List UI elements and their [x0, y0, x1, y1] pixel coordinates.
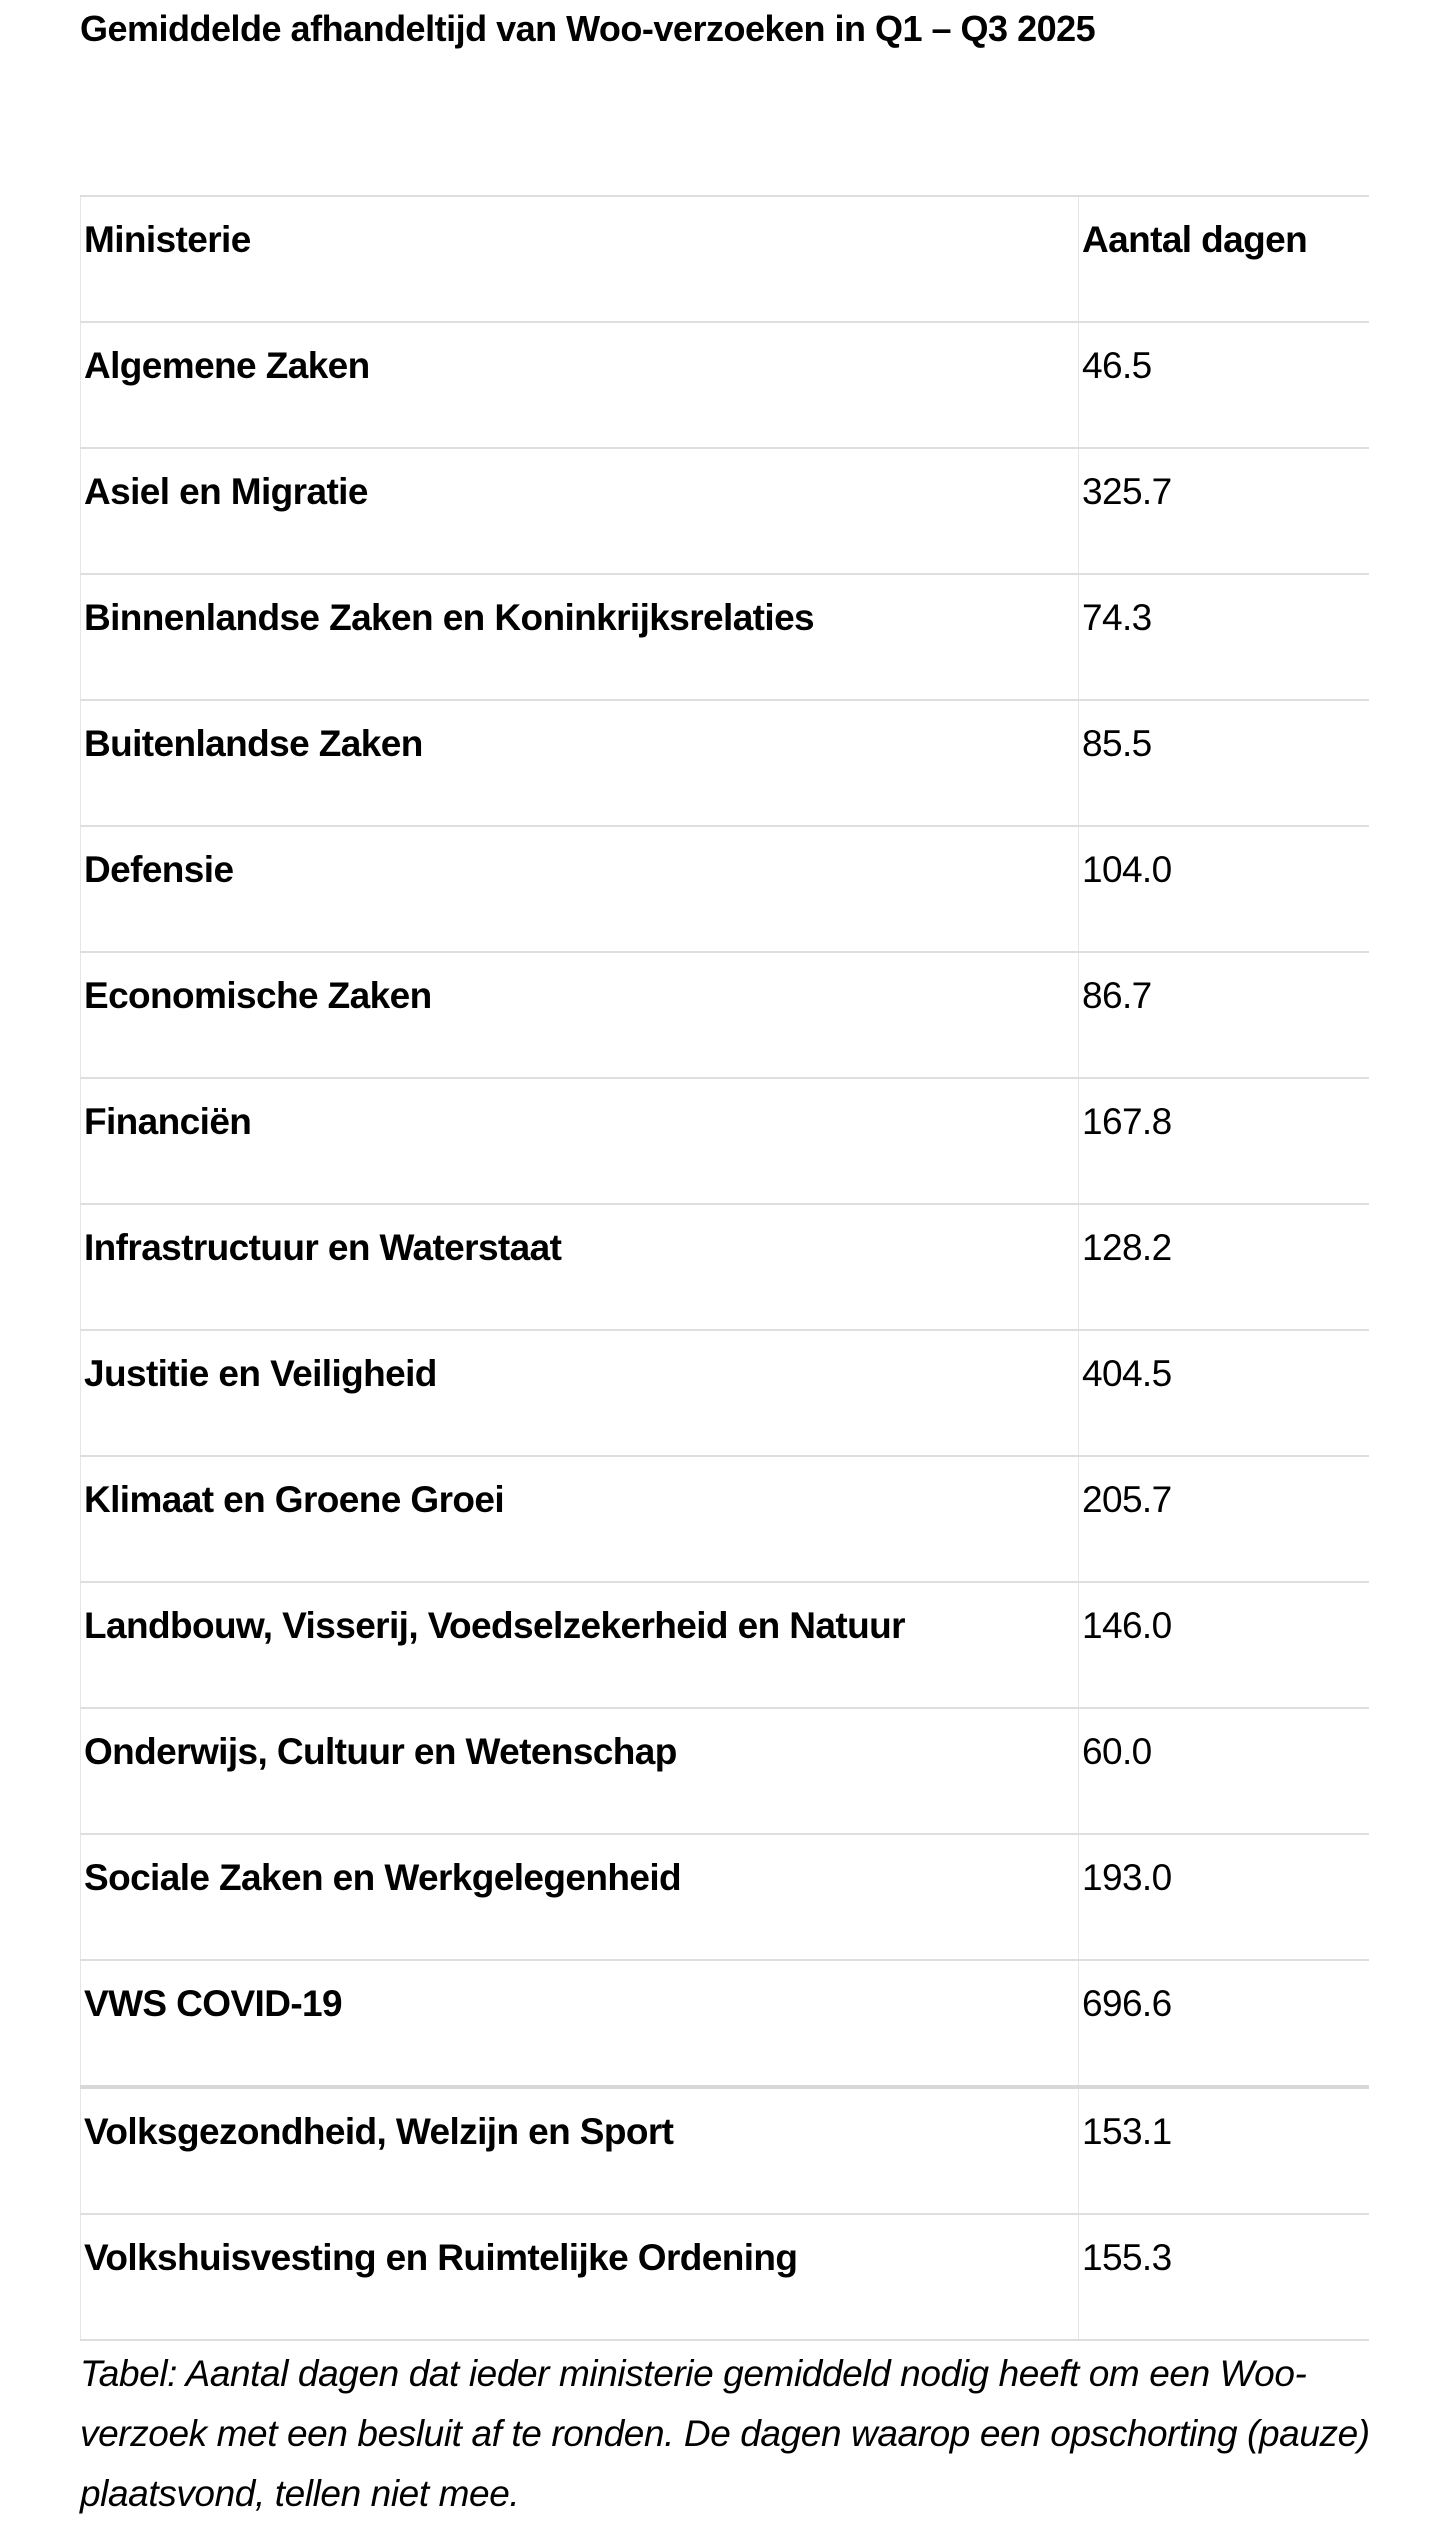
cell-ministerie: Buitenlandse Zaken — [80, 699, 1079, 827]
cell-dagen: 325.7 — [1078, 447, 1369, 575]
cell-dagen: 153.1 — [1078, 2085, 1369, 2215]
cell-dagen: 104.0 — [1078, 825, 1369, 953]
table-row: Klimaat en Groene Groei 205.7 — [80, 1455, 1369, 1583]
cell-ministerie: Infrastructuur en Waterstaat — [80, 1203, 1079, 1331]
cell-ministerie: Landbouw, Visserij, Voedselzekerheid en … — [80, 1581, 1079, 1709]
table-row: Defensie 104.0 — [80, 825, 1369, 953]
cell-dagen: 193.0 — [1078, 1833, 1369, 1961]
table-row: Landbouw, Visserij, Voedselzekerheid en … — [80, 1581, 1369, 1709]
table-row: Volkshuisvesting en Ruimtelijke Ordening… — [80, 2213, 1369, 2341]
cell-ministerie: Volksgezondheid, Welzijn en Sport — [80, 2085, 1079, 2215]
cell-dagen: 86.7 — [1078, 951, 1369, 1079]
cell-ministerie: Economische Zaken — [80, 951, 1079, 1079]
table-row: VWS COVID-19 696.6 — [80, 1959, 1369, 2088]
cell-dagen: 146.0 — [1078, 1581, 1369, 1709]
table-row: Algemene Zaken 46.5 — [80, 321, 1369, 449]
cell-dagen: 85.5 — [1078, 699, 1369, 827]
table-row: Economische Zaken 86.7 — [80, 951, 1369, 1079]
table-row: Justitie en Veiligheid 404.5 — [80, 1329, 1369, 1457]
table-row: Sociale Zaken en Werkgelegenheid 193.0 — [80, 1833, 1369, 1961]
cell-dagen: 167.8 — [1078, 1077, 1369, 1205]
cell-dagen: 205.7 — [1078, 1455, 1369, 1583]
afhandeltijd-table: Ministerie Aantal dagen Algemene Zaken 4… — [80, 195, 1369, 2341]
page-title: Gemiddelde afhandeltijd van Woo-verzoeke… — [80, 8, 1096, 49]
cell-dagen: 404.5 — [1078, 1329, 1369, 1457]
cell-ministerie: Defensie — [80, 825, 1079, 953]
cell-dagen: 46.5 — [1078, 321, 1369, 449]
column-header-aantal-dagen: Aantal dagen — [1078, 195, 1369, 323]
cell-ministerie: Algemene Zaken — [80, 321, 1079, 449]
cell-dagen: 74.3 — [1078, 573, 1369, 701]
cell-ministerie: Onderwijs, Cultuur en Wetenschap — [80, 1707, 1079, 1835]
cell-ministerie: Justitie en Veiligheid — [80, 1329, 1079, 1457]
table-row: Volksgezondheid, Welzijn en Sport 153.1 — [80, 2085, 1369, 2215]
column-header-ministerie: Ministerie — [80, 195, 1079, 323]
cell-ministerie: Financiën — [80, 1077, 1079, 1205]
table-row: Binnenlandse Zaken en Koninkrijksrelatie… — [80, 573, 1369, 701]
cell-ministerie: VWS COVID-19 — [80, 1959, 1079, 2088]
cell-ministerie: Asiel en Migratie — [80, 447, 1079, 575]
table-row: Onderwijs, Cultuur en Wetenschap 60.0 — [80, 1707, 1369, 1835]
table-row: Asiel en Migratie 325.7 — [80, 447, 1369, 575]
cell-ministerie: Binnenlandse Zaken en Koninkrijksrelatie… — [80, 573, 1079, 701]
cell-dagen: 128.2 — [1078, 1203, 1369, 1331]
cell-ministerie: Volkshuisvesting en Ruimtelijke Ordening — [80, 2213, 1079, 2341]
cell-dagen: 155.3 — [1078, 2213, 1369, 2341]
cell-ministerie: Klimaat en Groene Groei — [80, 1455, 1079, 1583]
cell-dagen: 696.6 — [1078, 1959, 1369, 2088]
cell-ministerie: Sociale Zaken en Werkgelegenheid — [80, 1833, 1079, 1961]
table-header-row: Ministerie Aantal dagen — [80, 195, 1369, 323]
table-caption: Tabel: Aantal dagen dat ieder ministerie… — [80, 2353, 1370, 2514]
table-row: Infrastructuur en Waterstaat 128.2 — [80, 1203, 1369, 1331]
table-row: Financiën 167.8 — [80, 1077, 1369, 1205]
table-row: Buitenlandse Zaken 85.5 — [80, 699, 1369, 827]
cell-dagen: 60.0 — [1078, 1707, 1369, 1835]
